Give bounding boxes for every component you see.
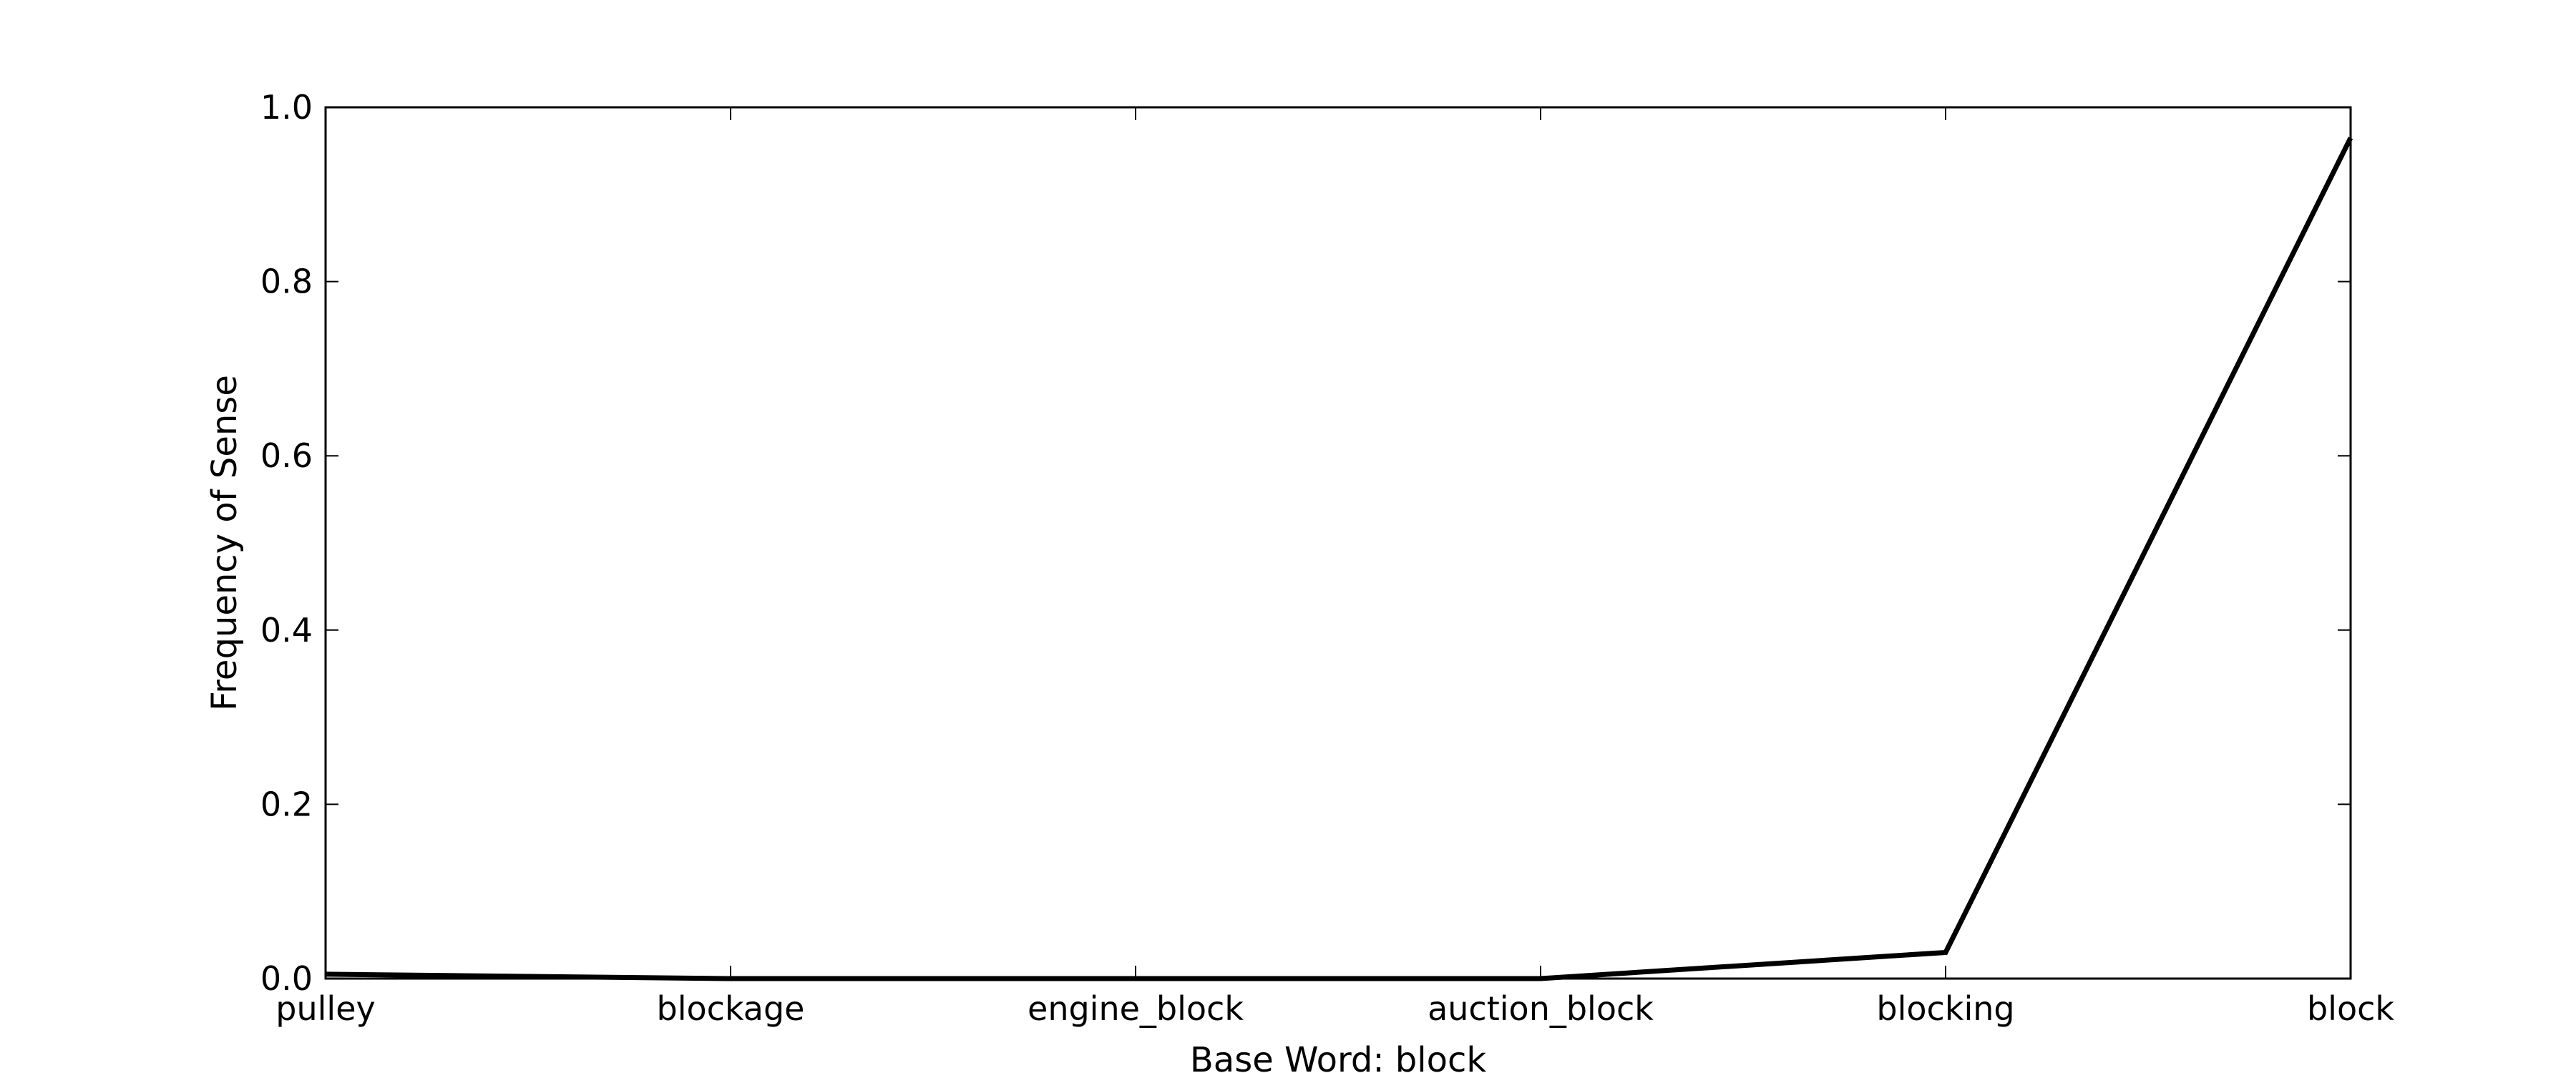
y-tick-label: 0.6 (260, 436, 313, 475)
y-tick-label: 1.0 (260, 88, 313, 127)
y-tick-label: 0.8 (260, 263, 313, 301)
x-tick-label: pulley (275, 989, 375, 1028)
y-tick-label: 0.2 (260, 785, 313, 823)
y-tick-label: 0.0 (260, 959, 313, 998)
y-tick-label: 0.4 (260, 611, 313, 650)
x-tick-label: blocking (1876, 989, 2014, 1028)
x-tick-label: auction_block (1428, 989, 1654, 1028)
y-axis-label: Frequency of Sense (205, 375, 245, 711)
x-tick-label: blockage (657, 989, 805, 1028)
x-tick-label: engine_block (1028, 989, 1244, 1028)
y-tick-labels: 0.0 0.2 0.4 0.6 0.8 1.0 (260, 88, 313, 998)
x-tick-labels: pulley blockage engine_block auction_block b… (275, 989, 2394, 1028)
x-axis-label: Base Word: block (1190, 1040, 1487, 1073)
plot-frame (324, 106, 2352, 980)
x-tick-label: block (2307, 989, 2394, 1028)
